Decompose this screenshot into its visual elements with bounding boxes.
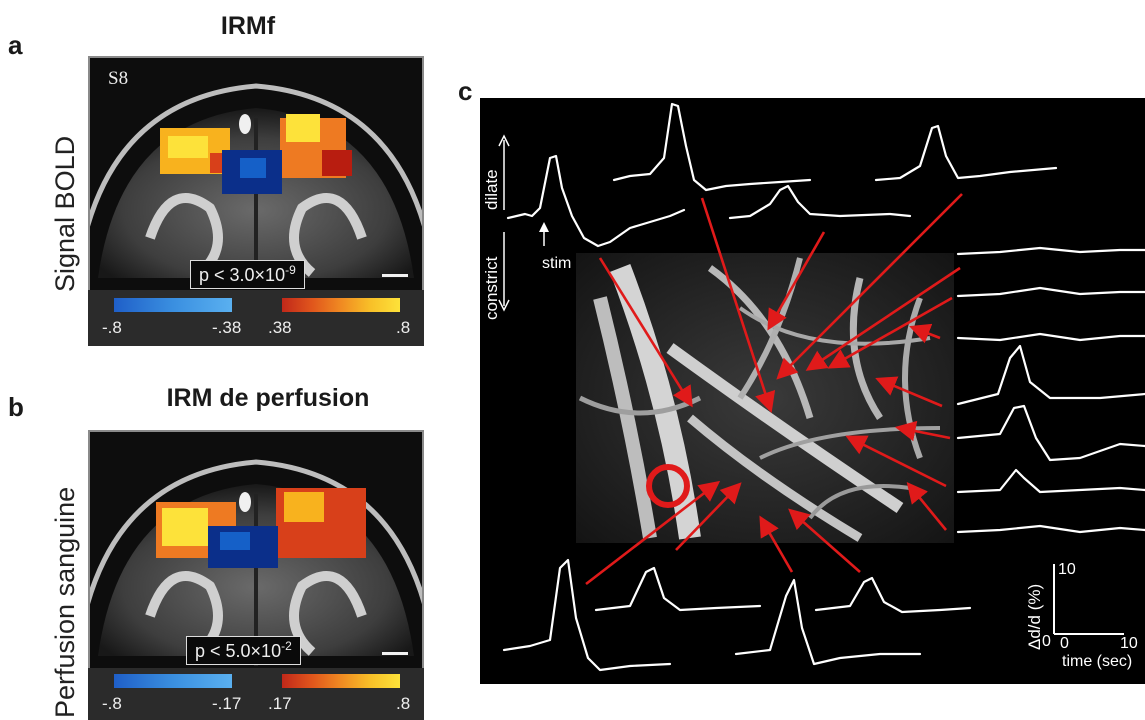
bold-cbar-pos-max: .8 (396, 318, 411, 337)
trace-bottom-2 (594, 566, 762, 612)
stim-label: stim (542, 255, 571, 272)
bold-deactivation (222, 150, 282, 194)
perfusion-cbar-pos-max: .8 (396, 694, 411, 713)
bold-cbar-neg-max: -.38 (212, 318, 242, 337)
perfusion-p-exponent: -2 (281, 639, 292, 653)
panel-a-title: IRMf (220, 12, 276, 40)
vessel-arrows (585, 193, 963, 586)
perfusion-p-value: p < 5.0×10-2 (186, 636, 301, 665)
trace-right-7 (956, 524, 1145, 534)
bold-colorbar-negative (114, 298, 232, 312)
trace-right-5 (956, 404, 1145, 462)
bold-colorbar: -.8 -.38 .38 .8 (88, 290, 424, 346)
trace-bottom-4 (814, 576, 972, 614)
perfusion-deactivation (208, 526, 278, 568)
perfusion-brain-map: p < 5.0×10-2 (88, 430, 424, 672)
perfusion-activation-right (276, 488, 366, 558)
panel-a-row-label: Signal BOLD (50, 135, 80, 292)
vessel-image (576, 253, 954, 543)
bold-p-exponent: -9 (285, 263, 296, 277)
perfusion-cbar-neg-max: -.17 (212, 694, 242, 713)
bold-scale-bar (382, 274, 408, 277)
trace-top-4 (874, 124, 1058, 182)
trace-bottom-1 (502, 558, 672, 672)
bold-brain-image (90, 83, 422, 288)
panel-a-label: a (8, 30, 23, 60)
bold-colorbar-positive (282, 298, 400, 312)
bold-activation-right (280, 114, 352, 178)
y-axis-label: Δd/d (%) (1025, 584, 1044, 650)
constrict-label: constrict (482, 256, 501, 320)
perfusion-colorbar: -.8 -.17 .17 .8 (88, 668, 424, 720)
bold-p-prefix: p < 3.0×10 (199, 265, 286, 285)
perfusion-colorbar-positive (282, 674, 400, 688)
trace-right-1 (956, 246, 1145, 256)
calibration-axes: Δd/d (%) 10 0 0 10 time (sec) (1025, 561, 1138, 670)
x-tick-end: 10 (1120, 635, 1138, 652)
perfusion-cbar-pos-min: .17 (268, 694, 292, 713)
bold-p-value: p < 3.0×10-9 (190, 260, 305, 289)
panel-b-title: IRM de perfusion (166, 384, 370, 412)
x-axis-label: time (sec) (1062, 653, 1132, 670)
perfusion-p-prefix: p < 5.0×10 (195, 641, 282, 661)
perfusion-cbar-neg-min: -.8 (102, 694, 122, 713)
panel-b-row-label: Perfusion sanguine (50, 486, 80, 718)
y-tick-top: 10 (1058, 561, 1076, 578)
bold-cbar-pos-min: .38 (268, 318, 292, 337)
perfusion-colorbar-negative (114, 674, 232, 688)
trace-bottom-3 (734, 578, 922, 666)
trace-right-6 (956, 468, 1145, 494)
subject-id: S8 (108, 68, 129, 89)
vessel-figure: dilate constrict stim (482, 102, 1145, 672)
panel-c-label: c (458, 76, 473, 106)
trace-top-1 (506, 154, 686, 248)
trace-top-3 (728, 184, 912, 220)
perfusion-brain-image (90, 459, 422, 666)
trace-right-2 (956, 286, 1145, 298)
x-tick-start: 0 (1060, 635, 1069, 652)
dilate-label: dilate (482, 169, 501, 210)
trace-right-3 (956, 332, 1145, 342)
trace-right-4 (956, 344, 1145, 406)
measurement-ring (646, 464, 690, 508)
bold-brain-map: S8 p < 3.0×10-9 (88, 56, 424, 294)
perfusion-scale-bar (382, 652, 408, 655)
panel-b-label: b (8, 392, 24, 422)
bold-cbar-neg-min: -.8 (102, 318, 122, 337)
trace-top-2 (612, 102, 812, 192)
vessel-panel: dilate constrict stim (480, 98, 1145, 684)
y-tick-bottom: 0 (1042, 633, 1051, 650)
